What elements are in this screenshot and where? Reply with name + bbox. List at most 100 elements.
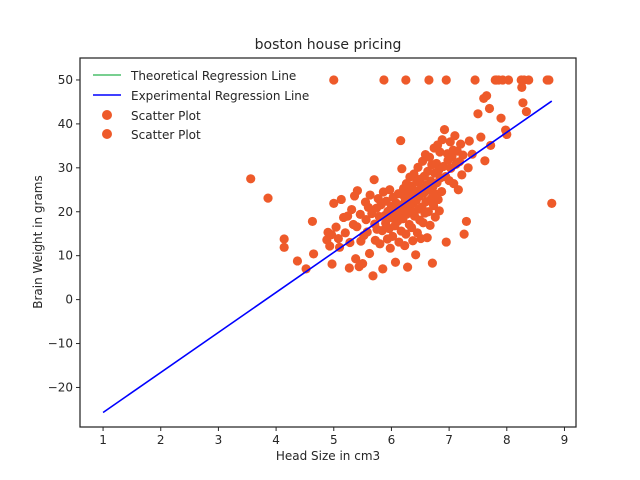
x-axis-label: Head Size in cm3 — [276, 449, 380, 463]
y-tick-label: −20 — [48, 380, 73, 394]
y-tick-label: 40 — [58, 117, 73, 131]
scatter-point — [484, 103, 495, 114]
scatter-point — [364, 248, 375, 259]
scatter-point — [439, 125, 450, 135]
scatter-point — [467, 149, 477, 159]
scatter-point — [486, 140, 496, 151]
x-tick-label: 9 — [561, 433, 569, 447]
scatter-point — [544, 75, 554, 85]
scatter-point — [470, 75, 480, 85]
scatter-point — [326, 229, 337, 240]
chart-marks — [102, 75, 557, 414]
legend-marker-scatter-1 — [102, 110, 112, 120]
legend-marker-scatter-2 — [102, 129, 112, 139]
scatter-point — [423, 207, 433, 217]
scatter-point — [456, 139, 466, 149]
scatter-point — [427, 258, 437, 268]
legend-label-theoretical: Theoretical Regression Line — [130, 69, 296, 83]
scatter-point — [365, 190, 375, 200]
scatter-point — [464, 136, 474, 146]
scatter-point — [434, 206, 444, 216]
scatter-point — [473, 109, 483, 119]
x-tick-label: 3 — [215, 433, 223, 447]
scatter-point — [329, 75, 339, 85]
scatter-point — [327, 259, 337, 269]
x-tick-label: 6 — [388, 433, 396, 447]
scatter-point — [441, 237, 451, 247]
scatter-point — [329, 198, 339, 209]
scatter-point — [547, 198, 557, 209]
scatter-point — [368, 271, 378, 281]
scatter-point — [423, 166, 433, 176]
scatter-point — [518, 98, 528, 108]
scatter-point — [333, 233, 343, 244]
scatter-point — [422, 233, 432, 243]
scatter-point — [502, 129, 512, 140]
scatter-point — [437, 135, 447, 145]
scatter-point — [450, 131, 460, 141]
legend-label-scatter-2: Scatter Plot — [131, 128, 201, 142]
scatter-point — [246, 174, 256, 184]
scatter-point — [480, 156, 490, 166]
scatter-point — [433, 194, 443, 205]
scatter-point — [424, 75, 434, 85]
scatter-point — [352, 186, 363, 196]
scatter-point — [482, 91, 492, 101]
scatter-point — [347, 204, 357, 215]
legend: Theoretical Regression Line Experimental… — [93, 69, 309, 142]
x-tick-label: 4 — [272, 433, 280, 447]
scatter-point — [402, 262, 413, 272]
x-tick-label: 2 — [157, 433, 165, 447]
y-tick-label: −10 — [48, 337, 73, 351]
scatter-point — [496, 113, 506, 123]
scatter-point — [463, 163, 473, 173]
scatter-point — [351, 254, 361, 264]
scatter-point — [385, 185, 395, 195]
x-tick-label: 1 — [99, 433, 107, 447]
scatter-point — [390, 257, 401, 267]
scatter-point — [418, 218, 428, 228]
x-tick-label: 5 — [330, 433, 338, 447]
scatter-point — [396, 135, 406, 146]
scatter-point — [458, 150, 468, 160]
scatter-point — [343, 211, 353, 221]
y-tick-label: 50 — [58, 73, 73, 87]
plot-frame — [79, 57, 577, 428]
x-tick-label: 8 — [503, 433, 511, 447]
scatter-point — [375, 239, 385, 249]
scatter-point — [461, 216, 472, 227]
scatter-point — [352, 222, 362, 232]
scatter-point — [378, 264, 388, 274]
scatter-point — [409, 169, 419, 179]
scatter-point — [377, 226, 387, 236]
y-tick-label: 10 — [58, 249, 73, 263]
scatter-point — [279, 234, 289, 244]
scatter-point — [325, 241, 335, 251]
scatter-point — [336, 194, 346, 205]
chart-title: boston house pricing — [255, 37, 402, 53]
scatter-point — [344, 263, 354, 273]
scatter-point — [521, 106, 532, 117]
scatter-point — [379, 75, 389, 85]
scatter-point — [424, 152, 435, 162]
scatter-point — [301, 264, 311, 274]
scatter-point — [340, 228, 350, 238]
scatter-point — [517, 82, 527, 93]
scatter-point — [437, 186, 447, 197]
legend-label-experimental: Experimental Regression Line — [131, 89, 309, 103]
scatter-point — [401, 229, 411, 239]
scatter-point — [362, 227, 372, 237]
scatter-point — [361, 215, 371, 225]
y-tick-label: 30 — [58, 161, 73, 175]
x-ticks: 1 2 3 4 5 6 7 8 9 — [99, 427, 568, 447]
y-tick-label: 0 — [65, 293, 73, 307]
scatter-point — [400, 240, 410, 251]
scatter-point — [408, 236, 418, 246]
scatter-point — [292, 256, 303, 266]
scatter-point — [401, 75, 411, 85]
scatter-point — [524, 75, 534, 85]
scatter-point — [279, 242, 289, 252]
scatter-point — [476, 132, 486, 142]
scatter-point — [435, 147, 445, 157]
